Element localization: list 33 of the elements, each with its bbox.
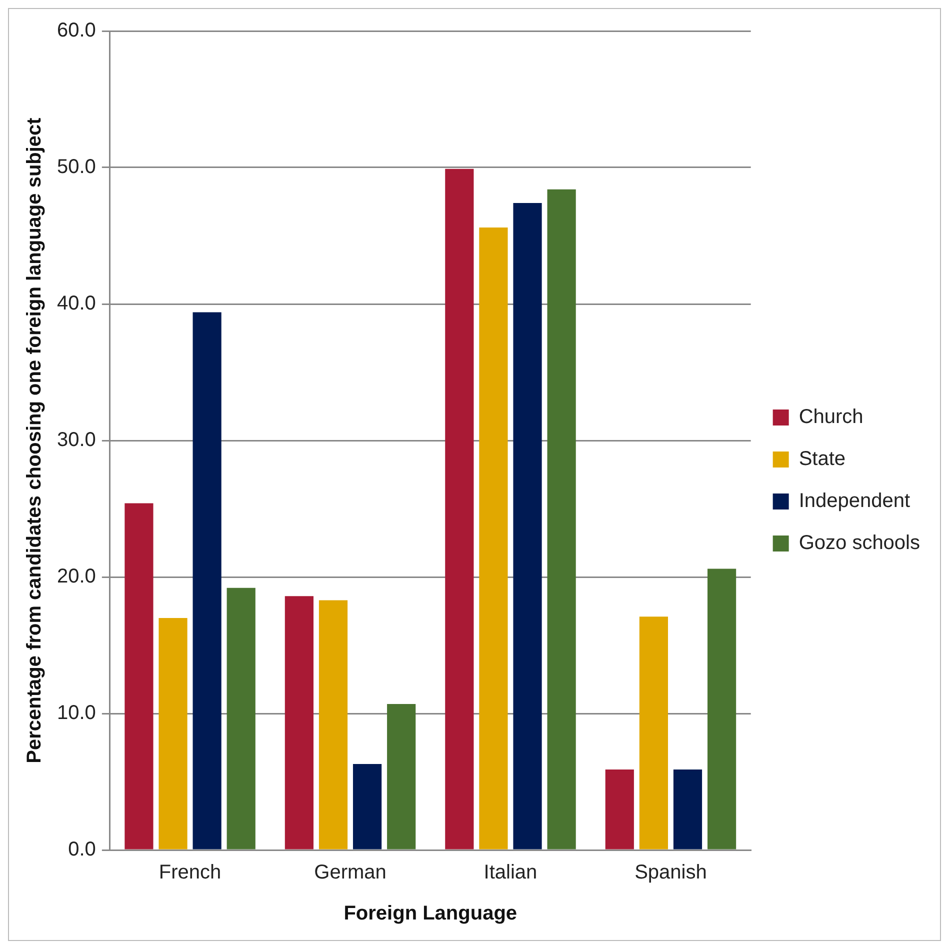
y-tick-label: 40.0 — [56, 292, 96, 315]
bar — [673, 769, 702, 850]
bar — [284, 596, 314, 850]
y-tick-label: 30.0 — [56, 429, 96, 452]
bar — [605, 769, 634, 850]
y-tick-label: 50.0 — [56, 156, 96, 178]
y-axis-title: Percentage from candidates choosing one foreign language subject — [24, 117, 46, 764]
bar — [124, 503, 154, 850]
legend-label: Independent — [798, 490, 910, 512]
legend-label: State — [798, 448, 846, 470]
bar — [707, 568, 736, 850]
bar — [192, 312, 222, 850]
y-tick-label: 10.0 — [56, 702, 96, 724]
x-axis-title: Foreign Language — [344, 902, 518, 925]
bar — [318, 600, 348, 850]
bar — [513, 202, 542, 850]
legend-label: Gozo schools — [798, 532, 920, 554]
x-tick-label: German — [314, 862, 386, 884]
x-tick-label: Spanish — [634, 862, 707, 884]
bar — [226, 588, 256, 850]
bar — [387, 704, 416, 850]
x-tick-label: French — [158, 862, 222, 884]
bar — [479, 228, 508, 850]
legend-label: Church — [798, 406, 864, 428]
bar — [352, 764, 382, 850]
bar — [158, 618, 188, 850]
y-tick-label: 60.0 — [56, 20, 96, 42]
x-tick-label: Italian — [484, 862, 538, 884]
bar — [639, 616, 668, 850]
bar — [445, 168, 474, 850]
y-tick-label: 0.0 — [68, 838, 96, 861]
y-tick-label: 20.0 — [56, 566, 96, 588]
bar — [547, 189, 576, 850]
